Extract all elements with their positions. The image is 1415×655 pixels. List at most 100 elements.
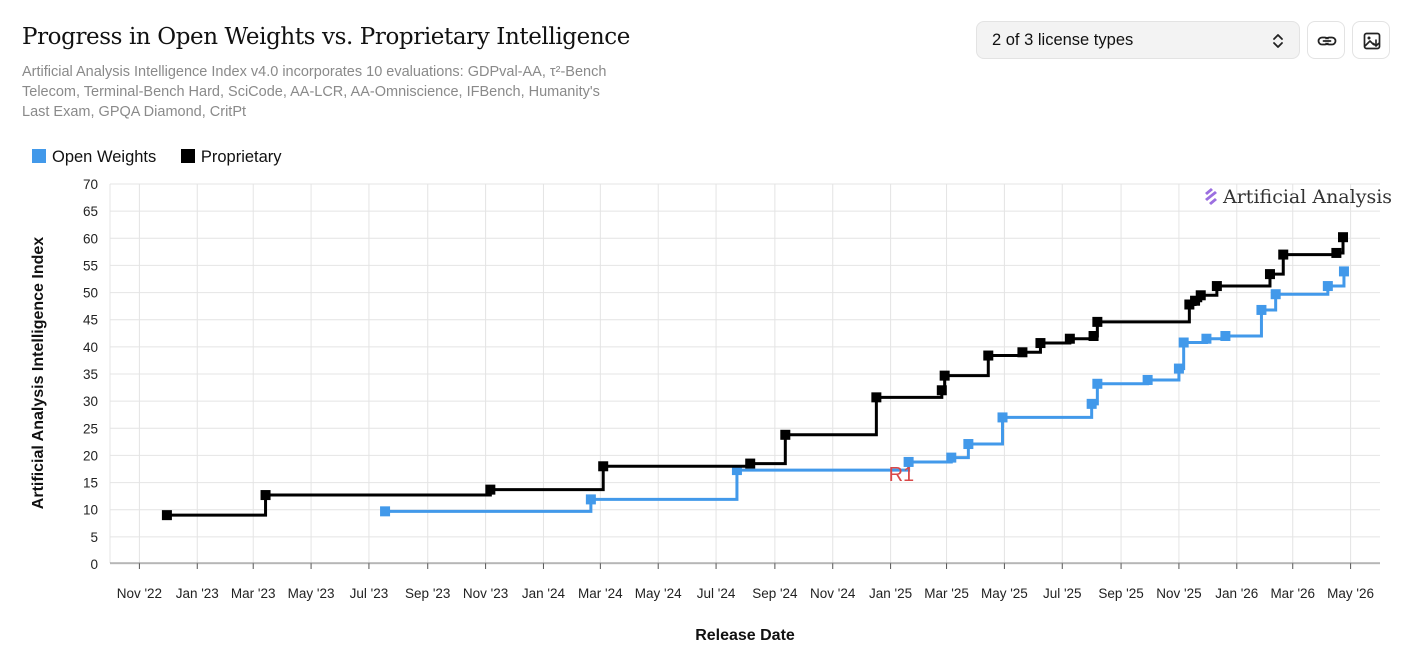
y-tick-label: 50 [83,286,98,301]
annotation-label: R1 [889,464,915,486]
data-point-open-weights [997,412,1008,423]
annotation-layer: R1 [889,464,915,486]
data-point-proprietary [939,370,950,381]
data-point-open-weights [1201,333,1212,344]
data-point-open-weights [1322,281,1333,292]
y-tick-label: 55 [83,258,98,273]
x-tick-label: May '24 [635,586,682,601]
watermark-text: Artificial Analysis [1222,186,1392,208]
data-point-open-weights [1338,266,1349,277]
chart-legend: Open Weights Proprietary [32,148,302,167]
y-tick-label: 65 [83,204,98,219]
series-proprietary [161,232,1349,521]
data-point-open-weights [1270,289,1281,300]
y-tick-label: 45 [83,313,98,328]
data-point-proprietary [1195,290,1206,301]
data-point-proprietary [1264,269,1275,280]
series-open-weights [380,266,1349,517]
data-point-proprietary [983,350,994,361]
y-tick-label: 35 [83,367,98,382]
data-point-open-weights [1142,374,1153,385]
data-point-proprietary [1331,247,1342,258]
data-point-open-weights [380,506,391,517]
data-point-open-weights [946,452,957,463]
data-point-proprietary [598,461,609,472]
data-point-proprietary [1211,281,1222,292]
data-point-proprietary [485,484,496,495]
x-axis: Nov '22 Jan '23 Mar '23 May '23 Jul '23 Sep '… [110,562,1380,601]
data-point-proprietary [745,458,756,469]
y-tick-label: 70 [83,177,98,192]
x-tick-label: Jul '23 [350,586,389,601]
data-point-open-weights [1178,337,1189,348]
legend-item-proprietary[interactable]: Proprietary [180,148,282,167]
y-tick-label: 60 [83,231,98,246]
chart-title: Progress in Open Weights vs. Proprietary… [22,24,630,50]
y-tick-label: 25 [83,421,98,436]
x-tick-label: Nov '23 [463,586,508,601]
legend-item-open-weights[interactable]: Open Weights [32,148,156,167]
artificial-analysis-logo-icon [1205,188,1217,205]
data-point-open-weights [585,494,596,505]
x-tick-label: Nov '22 [117,586,162,601]
x-axis-label: Release Date [695,627,795,644]
y-tick-label: 40 [83,340,98,355]
x-tick-label: Sep '25 [1098,586,1143,601]
series-layer [161,232,1349,521]
x-tick-label: May '23 [288,586,335,601]
data-point-proprietary [1278,249,1289,260]
data-point-proprietary [260,490,271,501]
legend-swatch-proprietary [180,149,195,163]
y-axis: 0 5 10 15 20 25 30 35 40 45 50 55 60 65 70 [83,177,98,572]
data-point-open-weights [1220,331,1231,341]
y-tick-label: 0 [90,557,98,572]
x-tick-label: Nov '25 [1156,586,1201,601]
x-tick-label: Jan '23 [176,586,219,601]
data-point-proprietary [780,429,791,440]
data-point-open-weights [1173,363,1184,374]
x-tick-label: Mar '24 [578,586,623,601]
copy-link-button[interactable] [1307,21,1345,59]
x-tick-label: Mar '23 [231,586,276,601]
data-point-open-weights [731,465,742,476]
x-tick-label: Jan '26 [1215,586,1258,601]
x-tick-label: Jan '24 [522,586,566,601]
y-tick-label: 15 [83,476,98,491]
x-tick-label: Jan '25 [869,586,912,601]
x-tick-label: Mar '26 [1270,586,1315,601]
x-tick-label: Jul '25 [1043,586,1082,601]
download-image-button[interactable] [1352,21,1390,59]
data-point-open-weights [1086,398,1097,409]
data-point-proprietary [161,510,172,521]
series-line-proprietary [166,237,1345,517]
legend-label-open-weights: Open Weights [52,148,157,166]
data-point-proprietary [1092,316,1103,327]
image-download-icon [1363,32,1381,50]
y-tick-label: 5 [90,530,98,545]
legend-label-proprietary: Proprietary [200,148,282,166]
data-point-proprietary [1190,295,1201,306]
data-point-proprietary [1338,232,1349,243]
watermark: Artificial Analysis [1205,186,1392,208]
chevron-up-down-icon [1273,34,1283,48]
x-tick-label: Nov '24 [810,586,856,601]
chart-subtitle: Artificial Analysis Intelligence Index v… [22,64,607,120]
data-point-open-weights [903,456,914,467]
series-line-open-weights [385,271,1346,513]
x-tick-label: Sep '23 [405,586,450,601]
y-axis-label: Artificial Analysis Intelligence Index [30,237,47,509]
x-tick-label: Sep '24 [752,586,798,601]
data-point-open-weights [1092,378,1103,389]
license-type-select[interactable]: 2 of 3 license types [976,21,1300,59]
x-tick-label: Jul '24 [697,586,736,601]
y-tick-label: 10 [83,503,98,518]
license-select-value: 2 of 3 license types [992,31,1134,49]
link-icon [1317,36,1337,46]
data-point-open-weights [963,439,974,450]
data-point-proprietary [1017,347,1028,358]
data-point-proprietary [936,385,947,396]
x-tick-label: Mar '25 [924,586,969,601]
data-point-proprietary [1035,338,1046,349]
data-point-proprietary [871,392,882,403]
